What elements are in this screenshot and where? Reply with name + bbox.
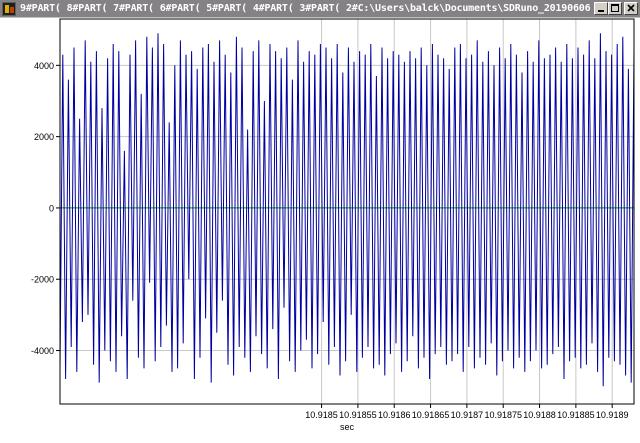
x-tick-label: 10.9186 <box>378 410 411 420</box>
close-button[interactable] <box>624 2 638 15</box>
x-tick-label: 10.9189 <box>596 410 629 420</box>
maximize-button[interactable] <box>608 2 622 15</box>
close-icon <box>627 4 635 12</box>
window-title: 9#PART( 8#PART( 7#PART( 6#PART( 5#PART( … <box>20 3 590 14</box>
minimize-icon <box>598 10 604 12</box>
x-tick-label: 10.91855 <box>339 410 377 420</box>
x-tick-label: 10.9187 <box>451 410 484 420</box>
y-tick-label: 4000 <box>34 61 54 71</box>
plot-frame: 4000 2000 0 -2000 -4000 10.9185 10.91855 10.91… <box>0 18 640 443</box>
y-tick-label: 0 <box>49 203 54 213</box>
y-tick-label: -4000 <box>31 346 54 356</box>
x-tick-label: 10.91875 <box>484 410 522 420</box>
plot-border <box>59 18 635 405</box>
x-tick-label: 10.91885 <box>557 410 595 420</box>
minimize-button[interactable] <box>594 2 608 15</box>
y-tick-label: 2000 <box>34 132 54 142</box>
maximize-icon <box>611 4 619 12</box>
waveform-app-icon[interactable] <box>2 2 16 16</box>
x-tick-label: 10.9188 <box>523 410 556 420</box>
x-axis: 10.9185 10.91855 10.9186 10.91865 10.9187 10.… <box>305 404 628 420</box>
y-tick-label: -2000 <box>31 275 54 285</box>
title-bar[interactable]: 9#PART( 8#PART( 7#PART( 6#PART( 5#PART( … <box>0 0 640 18</box>
y-axis: 4000 2000 0 -2000 -4000 <box>31 61 60 356</box>
x-tick-label: 10.9185 <box>305 410 338 420</box>
signal-trace <box>59 33 635 387</box>
x-tick-label: 10.91865 <box>412 410 450 420</box>
x-axis-label: sec <box>340 422 355 432</box>
